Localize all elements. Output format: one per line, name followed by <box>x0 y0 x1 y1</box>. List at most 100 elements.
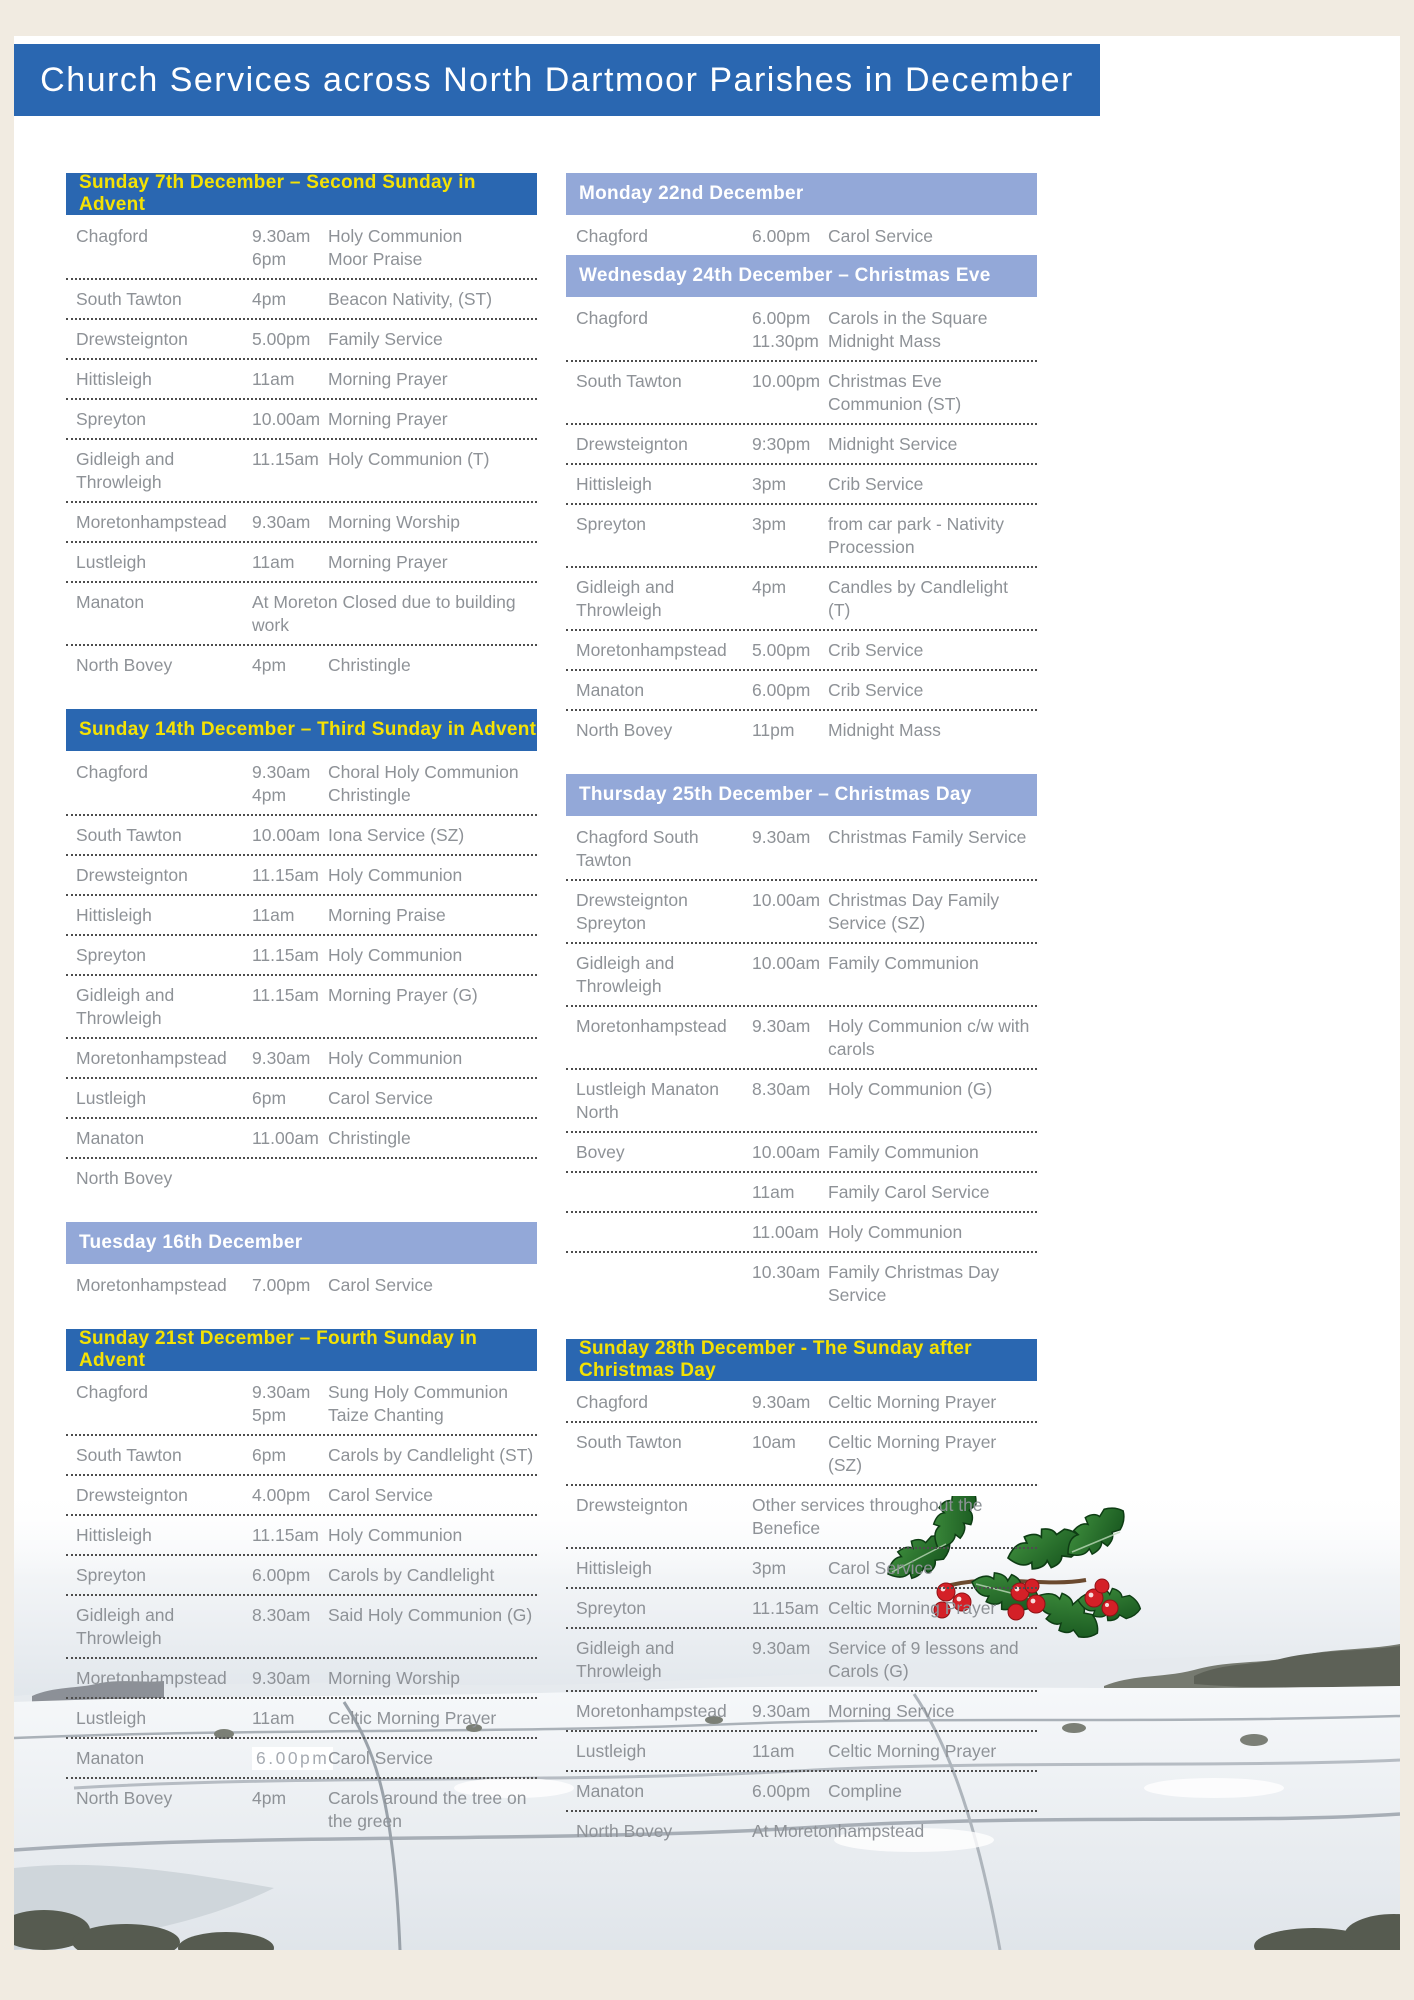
service-cell: Midnight Service <box>828 433 1037 456</box>
time-value: 6pm <box>252 1445 287 1465</box>
parish-cell: Gidleigh and Throwleigh <box>76 985 175 1028</box>
service-cell: Morning Service <box>828 1700 1037 1723</box>
service-cell: Morning Prayer <box>328 551 537 574</box>
service-value: Celtic Morning Prayer <box>828 1598 997 1618</box>
table-row: Lustleigh 11am Celtic Morning Prayer <box>66 1697 537 1737</box>
service-value: Family Christmas Day Service <box>828 1262 1000 1305</box>
time-cell: 11.00am <box>752 1221 828 1244</box>
time-value: 9.30am <box>252 512 311 532</box>
service-cell: Carols in the Square Midnight Mass <box>828 307 1037 353</box>
table-rows: Chagford 9.30am Celtic Morning Prayer South… <box>566 1381 1037 1850</box>
page-title: Church Services across North Dartmoor Pa… <box>40 60 1074 99</box>
table-row: Manaton At Moreton Closed due to building… <box>66 581 537 644</box>
service-value: Holy Communion <box>328 1048 463 1068</box>
time-cell: 6.00pm <box>252 1564 328 1587</box>
time-cell: 6.00pm <box>252 1747 334 1770</box>
parish-cell: Manaton <box>76 1748 145 1768</box>
parish-cell: Drewsteignton Spreyton <box>576 890 688 933</box>
service-cell: Crib Service <box>828 639 1037 662</box>
landscape-photo <box>14 1488 1400 1950</box>
parish-cell: South Tawton <box>76 825 182 845</box>
parish-cell: Chagford <box>576 308 648 328</box>
table-row: Hittisleigh 11.15am Holy Communion <box>66 1514 537 1554</box>
service-cell: Celtic Morning Prayer <box>828 1740 1037 1763</box>
service-cell: Christmas Eve Communion (ST) <box>828 370 1037 416</box>
note-cell: Other services throughout the Benefice <box>752 1495 983 1538</box>
service-cell: Carol Service <box>328 1747 537 1770</box>
note-cell: At Moreton Closed due to building work <box>252 592 516 635</box>
page-background: Church Services across North Dartmoor Pa… <box>14 36 1400 1950</box>
service-cell: Morning Prayer <box>328 408 537 431</box>
parish-cell: South Tawton <box>76 1445 182 1465</box>
service-value: Carols around the tree on the green <box>328 1788 527 1831</box>
service-value: Carols in the Square <box>828 308 988 328</box>
table-row: Chagford South Tawton 9.30am Christmas Fam… <box>566 818 1037 879</box>
table-row: Gidleigh and Throwleigh 9.30am Service of … <box>566 1627 1037 1690</box>
table-row: Gidleigh and Throwleigh 4pm Candles by Can… <box>566 566 1037 629</box>
time-cell: 11.15am <box>252 1524 328 1547</box>
time-cell: 10.00pm <box>752 370 828 416</box>
table-row: 11.00am Holy Communion <box>566 1211 1037 1251</box>
service-cell: Family Communion <box>828 952 1037 998</box>
time-cell: 11.15am <box>752 1597 828 1620</box>
table-title: Thursday 25th December – Christmas Day <box>579 784 972 805</box>
table-row: Hittisleigh 3pm Carol Service <box>566 1547 1037 1587</box>
time-cell: 10am <box>752 1431 828 1477</box>
time-value: 9.30am <box>252 1048 311 1068</box>
service-cell: Beacon Nativity, (ST) <box>328 288 537 311</box>
time-value: 11.15am <box>252 985 319 1005</box>
table-row: Chagford 6.00pm 11.30pm Carols in the Squar… <box>566 299 1037 360</box>
table-row: Manaton 6.00pm Compline <box>566 1770 1037 1810</box>
time-cell: 11pm <box>752 719 828 742</box>
time-value: 11.15am <box>252 945 319 965</box>
service-value: Carol Service <box>328 1275 434 1295</box>
time-cell: 4pm <box>252 288 328 311</box>
time-cell: 9.30am 6pm <box>252 225 328 271</box>
parish-cell: Drewsteignton <box>76 329 188 349</box>
service-table: Monday 22nd December Chagford 6.00pm Carol … <box>566 173 1037 255</box>
table-row: Hittisleigh 11am Morning Prayer <box>66 358 537 398</box>
time-value: 10.00am <box>752 890 821 910</box>
table-row: North Bovey 4pm Christingle <box>66 644 537 684</box>
table-row: Bovey 10.00am Family Communion <box>566 1131 1037 1171</box>
service-value: Christingle <box>328 655 411 675</box>
time-cell: 10.00am <box>252 824 328 847</box>
table-row: South Tawton 6pm Carols by Candlelight (ST… <box>66 1434 537 1474</box>
service-cell: Holy Communion <box>328 864 537 887</box>
parish-cell: Spreyton <box>576 514 647 534</box>
service-cell: Morning Prayer <box>328 368 537 391</box>
table-row: Moretonhampstead 9.30am Holy Communion c/w… <box>566 1005 1037 1068</box>
time-cell: 11.15am <box>252 944 328 967</box>
time-value: 6.00pm <box>752 226 811 246</box>
table-row: North Bovey <box>66 1157 537 1197</box>
time-value: 9.30am <box>252 1382 311 1402</box>
service-cell: Crib Service <box>828 679 1037 702</box>
time-value: 11am <box>252 905 295 925</box>
time-value: 6.00pm <box>252 1747 334 1770</box>
table-row: Drewsteignton 5.00pm Family Service <box>66 318 537 358</box>
service-value: Carol Service <box>328 1748 434 1768</box>
parish-cell: Chagford <box>576 226 648 246</box>
service-table: Sunday 21st December – Fourth Sunday in … <box>66 1328 537 1840</box>
parish-cell: Lustleigh <box>76 1088 147 1108</box>
table-row: Gidleigh and Throwleigh 10.00am Family Com… <box>566 942 1037 1005</box>
parish-cell: Manaton <box>76 1128 145 1148</box>
time-value: 4pm <box>252 655 287 675</box>
time-value: 10.00am <box>752 1142 821 1162</box>
time-cell: 9:30pm <box>752 433 828 456</box>
time-value: 11pm <box>752 720 795 740</box>
time-cell: 6.00pm 11.30pm <box>752 307 828 353</box>
service-cell: Sung Holy Communion Taize Chanting <box>328 1381 537 1427</box>
parish-cell: Moretonhampstead <box>76 1048 227 1068</box>
parish-cell <box>566 1181 752 1204</box>
table-row: Manaton 6.00pm Crib Service <box>566 669 1037 709</box>
right-column: Monday 22nd December Chagford 6.00pm Carol … <box>566 173 1037 1875</box>
time-value: 7.00pm <box>252 1275 311 1295</box>
table-row: Drewsteignton 11.15am Holy Communion <box>66 854 537 894</box>
time-value: 9.30am <box>752 1016 811 1036</box>
parish-cell: Bovey <box>576 1142 625 1162</box>
service-cell: Compline <box>828 1780 1037 1803</box>
table-row: 10.30am Family Christmas Day Service <box>566 1251 1037 1314</box>
service-cell: Service of 9 lessons and Carols (G) <box>828 1637 1037 1683</box>
table-row: Moretonhampstead 7.00pm Carol Service <box>66 1266 537 1304</box>
